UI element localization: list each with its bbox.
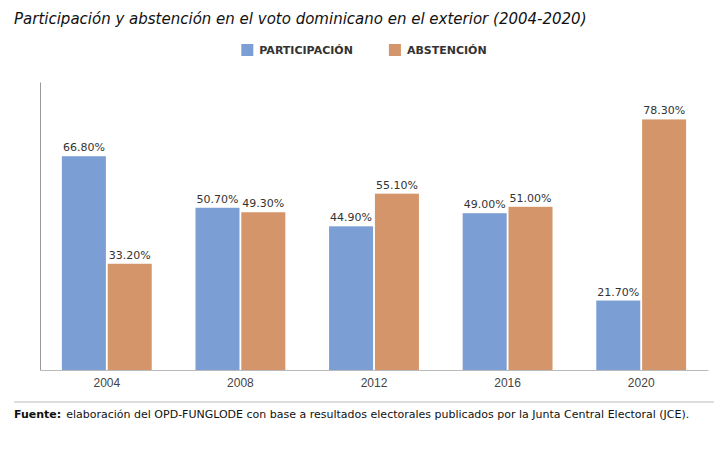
legend-item: PARTICIPACIÓN — [241, 44, 353, 57]
bar — [375, 194, 419, 370]
y-axis — [40, 83, 41, 371]
x-tick: 2008 — [227, 370, 254, 390]
bar — [463, 213, 507, 370]
legend-label: ABSTENCIÓN — [407, 44, 487, 57]
x-tick: 2004 — [93, 370, 120, 390]
bars — [62, 119, 686, 370]
series — [108, 119, 686, 370]
bar — [329, 226, 373, 370]
series — [62, 156, 640, 370]
footnote-rule — [14, 402, 714, 403]
x-axis: 2004 2008 2012 2016 2020 — [41, 370, 709, 390]
data-labels: 66.80% 50.70% 44.90% 49.00% 21.70% 33.20% 49.3… — [63, 104, 685, 298]
x-tick: 2012 — [361, 370, 388, 390]
chart: Participación y abstención en el voto do… — [0, 0, 728, 461]
x-tick-label: 2012 — [361, 376, 388, 390]
legend: PARTICIPACIÓN ABSTENCIÓN — [241, 44, 486, 57]
x-tick-label: 2020 — [628, 376, 655, 390]
data-label: 78.30% — [643, 104, 685, 117]
legend-swatch — [389, 44, 401, 56]
footnote-text: elaboración del OPD-FUNGLODE con base a … — [66, 408, 689, 421]
title: Participación y abstención en el voto do… — [14, 10, 587, 28]
x-tick-label: 2016 — [494, 376, 521, 390]
bar — [241, 212, 285, 370]
x-tick-label: 2008 — [227, 376, 254, 390]
data-label: 66.80% — [63, 141, 105, 154]
x-tick: 2020 — [628, 370, 655, 390]
legend-swatch — [241, 44, 253, 56]
plot: 2004 2008 2012 2016 2020 66.80% 50.70% 44.90% 49… — [41, 83, 709, 390]
bar — [108, 264, 152, 370]
data-label: 49.00% — [464, 198, 506, 211]
x-tick: 2016 — [494, 370, 521, 390]
data-label: 51.00% — [510, 192, 552, 205]
bar — [642, 119, 686, 370]
bar — [596, 301, 640, 370]
y-axis-line — [40, 83, 41, 371]
legend-item: ABSTENCIÓN — [389, 44, 487, 57]
data-label: 44.90% — [330, 211, 372, 224]
bar — [509, 207, 553, 370]
footnote-label: Fuente: — [14, 408, 61, 421]
x-tick-label: 2004 — [93, 376, 120, 390]
data-label: 33.20% — [109, 249, 151, 262]
data-label: 49.30% — [242, 197, 284, 210]
data-label: 50.70% — [197, 193, 239, 206]
legend-label: PARTICIPACIÓN — [259, 44, 353, 57]
x-axis-line — [41, 370, 709, 371]
data-label: 55.10% — [376, 179, 418, 192]
data-label: 21.70% — [597, 286, 639, 299]
bar — [62, 156, 106, 370]
bar — [195, 208, 239, 370]
